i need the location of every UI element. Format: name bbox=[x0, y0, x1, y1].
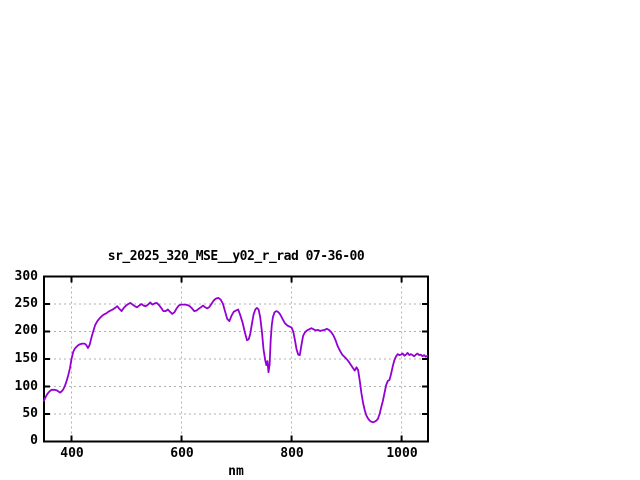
y-tick-label-0: 0 bbox=[30, 433, 38, 448]
x-axis-label: nm bbox=[228, 464, 244, 479]
y-tick-label-250: 250 bbox=[14, 296, 38, 311]
y-tick-label-150: 150 bbox=[14, 351, 38, 366]
y-tick-label-300: 300 bbox=[14, 269, 38, 284]
y-tick-label-200: 200 bbox=[14, 323, 38, 338]
x-tick-label-800: 800 bbox=[280, 446, 304, 461]
x-tick-label-400: 400 bbox=[60, 446, 84, 461]
chart-title: sr_2025_320_MSE__y02_r_rad 07-36-00 bbox=[107, 249, 365, 264]
y-tick-label-50: 50 bbox=[22, 406, 38, 421]
y-tick-label-100: 100 bbox=[14, 379, 38, 394]
x-tick-label-1000: 1000 bbox=[386, 446, 418, 461]
x-tick-label-600: 600 bbox=[170, 446, 194, 461]
spectrum-line bbox=[43, 297, 429, 424]
